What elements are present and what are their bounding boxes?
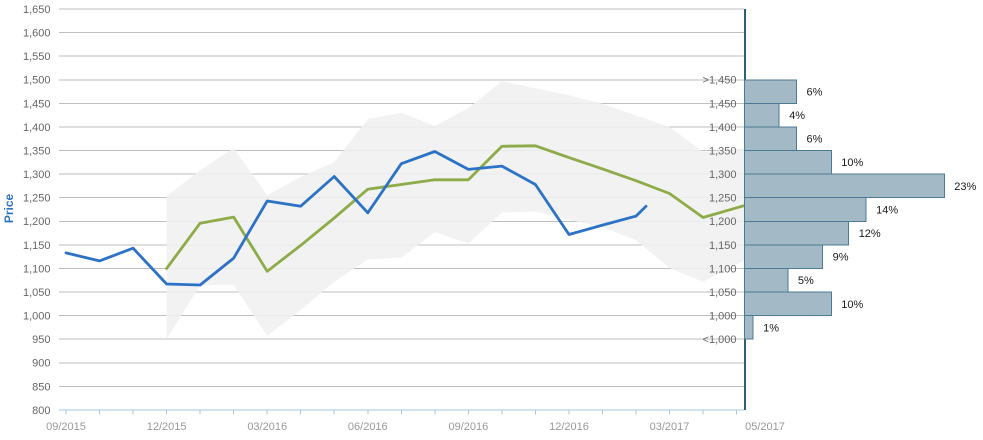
svg-text:03/2016: 03/2016 [247,421,287,433]
svg-text:1,000: 1,000 [709,311,737,323]
svg-text:>1,450: >1,450 [703,75,737,87]
svg-text:1,450: 1,450 [23,98,51,110]
svg-text:1,500: 1,500 [23,75,51,87]
svg-text:1,050: 1,050 [23,287,51,299]
svg-text:1,150: 1,150 [709,240,737,252]
svg-text:1,250: 1,250 [23,193,51,205]
svg-text:1,150: 1,150 [23,240,51,252]
svg-text:9%: 9% [833,252,849,264]
svg-text:1,200: 1,200 [709,216,737,228]
svg-text:12/2016: 12/2016 [549,421,589,433]
svg-text:1,100: 1,100 [709,263,737,275]
svg-text:850: 850 [32,381,50,393]
svg-text:1,100: 1,100 [23,263,51,275]
svg-text:1,050: 1,050 [709,287,737,299]
svg-text:1,400: 1,400 [23,122,51,134]
svg-text:23%: 23% [954,181,976,193]
svg-text:5%: 5% [798,275,814,287]
svg-text:10%: 10% [841,157,863,169]
svg-text:10%: 10% [841,299,863,311]
svg-text:1,550: 1,550 [23,51,51,63]
svg-text:1,300: 1,300 [709,169,737,181]
svg-text:1,450: 1,450 [709,98,737,110]
svg-text:Price: Price [2,193,16,223]
svg-text:950: 950 [32,334,50,346]
svg-text:<1,000: <1,000 [703,334,737,346]
svg-text:1,600: 1,600 [23,28,51,40]
svg-text:900: 900 [32,358,50,370]
svg-text:05/2017: 05/2017 [745,421,785,433]
svg-text:1,350: 1,350 [23,145,51,157]
svg-text:06/2016: 06/2016 [348,421,388,433]
svg-text:1,350: 1,350 [709,145,737,157]
svg-text:03/2017: 03/2017 [650,421,690,433]
svg-text:1%: 1% [763,322,779,334]
svg-text:1,300: 1,300 [23,169,51,181]
svg-text:1,200: 1,200 [23,216,51,228]
svg-text:1,250: 1,250 [709,193,737,205]
svg-text:09/2016: 09/2016 [449,421,489,433]
svg-text:6%: 6% [807,134,823,146]
svg-text:12/2015: 12/2015 [147,421,187,433]
svg-text:12%: 12% [859,228,881,240]
svg-text:800: 800 [32,405,50,417]
svg-text:09/2015: 09/2015 [46,421,86,433]
svg-text:1,000: 1,000 [23,311,51,323]
svg-text:6%: 6% [807,87,823,99]
svg-text:1,400: 1,400 [709,122,737,134]
svg-text:1,650: 1,650 [23,4,51,16]
svg-text:4%: 4% [789,110,805,122]
svg-text:14%: 14% [876,204,898,216]
